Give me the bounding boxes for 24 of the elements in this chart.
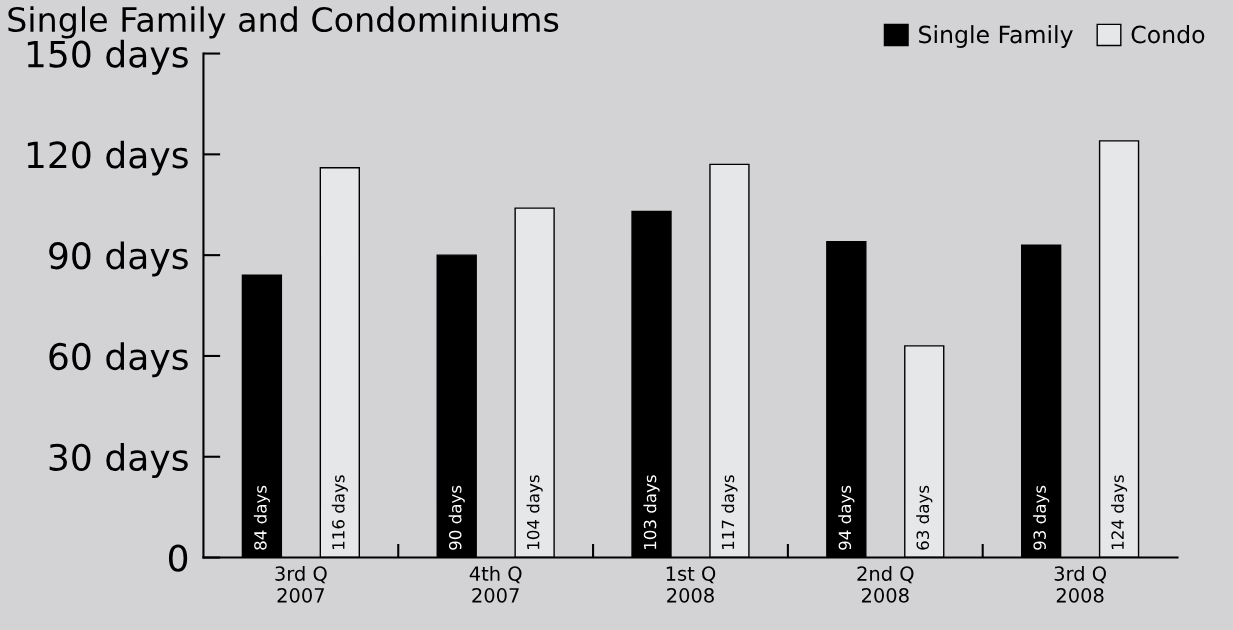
x-tick-label: 1st Q 2008 xyxy=(666,566,716,603)
x-tick-label: 2nd Q 2008 xyxy=(857,565,914,603)
data-label: 104 days xyxy=(526,475,543,549)
legend-label: Single Family xyxy=(919,25,1073,48)
data-label: 124 days xyxy=(1111,475,1128,549)
x-tick-label: 3rd Q 2008 xyxy=(1054,565,1106,603)
legend-label: Condo xyxy=(1131,25,1205,44)
data-label: 84 days xyxy=(253,485,270,550)
y-tick-label: 90 days xyxy=(49,241,188,277)
data-label: 117 days xyxy=(721,475,738,549)
y-tick-label: 150 days xyxy=(27,39,188,75)
data-label: 103 days xyxy=(643,475,660,549)
x-tick-label: 3rd Q 2007 xyxy=(275,565,327,603)
data-label: 94 days xyxy=(838,485,855,550)
data-label: 63 days xyxy=(916,485,933,550)
x-tick-label: 4th Q 2007 xyxy=(469,565,522,603)
chart-title: Single Family and Condominiums xyxy=(8,6,559,39)
data-label: 116 days xyxy=(331,475,348,549)
data-label: 90 days xyxy=(448,485,465,550)
y-tick-label: 30 days xyxy=(49,443,188,478)
y-tick-label: 120 days xyxy=(27,140,188,176)
data-label: 93 days xyxy=(1033,485,1050,550)
y-tick-label: 60 days xyxy=(49,342,188,378)
y-tick-label: 0 xyxy=(168,544,188,572)
